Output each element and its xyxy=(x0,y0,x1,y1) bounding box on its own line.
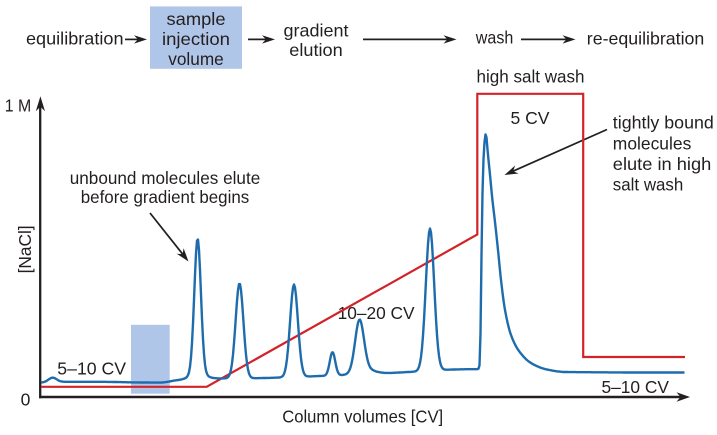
svg-text:[NaCl]: [NaCl] xyxy=(15,225,35,273)
svg-text:5–10 CV: 5–10 CV xyxy=(602,377,670,397)
svg-text:elute in high: elute in high xyxy=(613,154,712,174)
svg-text:molecules: molecules xyxy=(613,134,692,154)
svg-text:before gradient begins: before gradient begins xyxy=(81,187,250,207)
svg-text:elution: elution xyxy=(289,40,343,60)
svg-text:salt wash: salt wash xyxy=(613,175,684,195)
svg-text:re-equilibration: re-equilibration xyxy=(587,29,705,49)
svg-text:wash: wash xyxy=(475,28,513,48)
svg-text:volume: volume xyxy=(168,49,224,69)
svg-text:high salt wash: high salt wash xyxy=(477,67,585,87)
svg-text:tightly bound: tightly bound xyxy=(613,113,714,133)
svg-text:10–20 CV: 10–20 CV xyxy=(338,303,415,323)
svg-text:0: 0 xyxy=(21,389,31,409)
svg-text:Column volumes [CV]: Column volumes [CV] xyxy=(282,407,443,427)
svg-text:5–10 CV: 5–10 CV xyxy=(57,359,126,379)
svg-text:unbound molecules elute: unbound molecules elute xyxy=(70,168,261,188)
svg-text:injection: injection xyxy=(162,29,230,49)
svg-text:gradient: gradient xyxy=(284,20,349,40)
svg-text:5 CV: 5 CV xyxy=(511,108,550,128)
svg-text:1 M: 1 M xyxy=(5,95,32,115)
svg-text:sample: sample xyxy=(167,9,226,29)
svg-text:equilibration: equilibration xyxy=(26,29,123,49)
